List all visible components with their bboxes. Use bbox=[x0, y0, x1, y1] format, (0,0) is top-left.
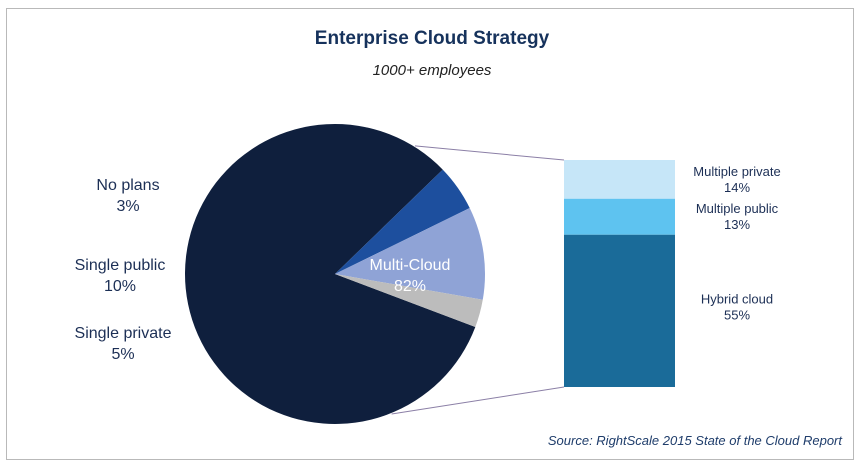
bar-label-multiple-private-label: Multiple private bbox=[693, 164, 780, 179]
slice-label-single-private-label: Single private bbox=[75, 325, 172, 342]
pie-slice-multi-cloud bbox=[185, 123, 476, 424]
pie-slice-single-public bbox=[335, 208, 486, 300]
slice-label-single-public-label: Single public bbox=[75, 257, 166, 274]
slice-label-single-public-value: 10% bbox=[104, 278, 136, 295]
slice-label-no-plans-label: No plans bbox=[96, 177, 159, 194]
slice-label-no-plans-value: 3% bbox=[116, 198, 139, 215]
bar-segment-hybrid-cloud bbox=[564, 234, 675, 387]
slice-label-single-private-value: 5% bbox=[111, 346, 134, 363]
pie bbox=[185, 123, 486, 424]
source-note: Source: RightScale 2015 State of the Clo… bbox=[547, 433, 842, 448]
bar-label-multiple-private-value: 14% bbox=[724, 180, 750, 195]
slice-label-multi-cloud-value: 82% bbox=[394, 278, 426, 295]
slice-label-multi-cloud-label: Multi-Cloud bbox=[370, 257, 451, 274]
pie-slice-no-plans bbox=[335, 274, 483, 328]
chart-title: Enterprise Cloud Strategy bbox=[314, 28, 550, 49]
connector-line-bottom bbox=[391, 386, 565, 415]
bar-label-multiple-public-value: 13% bbox=[724, 217, 750, 232]
bar-segment-multiple-private bbox=[564, 160, 675, 199]
bar-label-hybrid-cloud-label: Hybrid cloud bbox=[701, 291, 773, 306]
connector-line-top bbox=[414, 145, 565, 161]
bar-label-hybrid-cloud-value: 55% bbox=[724, 307, 750, 322]
slice-labels: Multi-Cloud 82% Single private 5% Single pub… bbox=[75, 164, 781, 363]
chart-subtitle: 1000+ employees bbox=[372, 62, 492, 79]
pie-slice-single-private bbox=[335, 169, 470, 274]
bar-segment-multiple-public bbox=[564, 198, 675, 235]
bar-label-multiple-public-label: Multiple public bbox=[696, 201, 779, 216]
connector-lines bbox=[391, 145, 565, 415]
breakdown-bar bbox=[564, 160, 675, 387]
